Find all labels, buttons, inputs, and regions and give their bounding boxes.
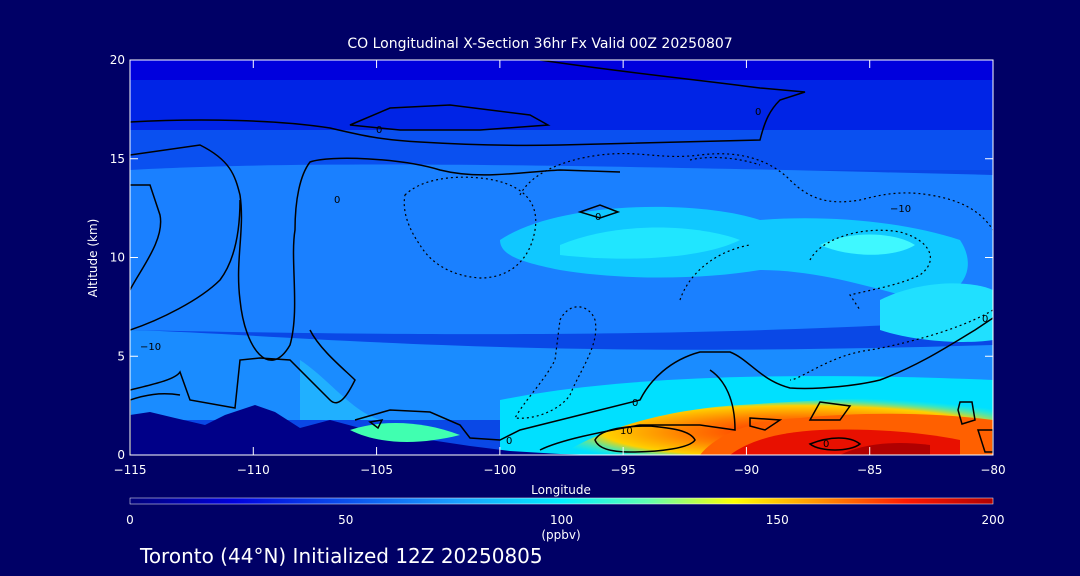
colorbar-tick-label: 0 xyxy=(126,513,134,527)
contour-label: 0 xyxy=(632,398,638,409)
footer-caption: Toronto (44°N) Initialized 12Z 20250805 xyxy=(140,544,543,568)
contour-label: −10 xyxy=(890,204,911,215)
y-tick-label: 15 xyxy=(110,152,125,166)
contour-label: 0 xyxy=(376,125,382,136)
contour-label: 0 xyxy=(755,107,761,118)
contour-label: −10 xyxy=(140,342,161,353)
y-tick-label: 20 xyxy=(110,53,125,67)
contour-labels: 0 0 −10 0 0 0 −10 0 10 0 0 xyxy=(140,107,988,450)
colorbar-tick-label: 100 xyxy=(550,513,573,527)
x-tick-label: −95 xyxy=(610,463,635,477)
x-axis-label: Longitude xyxy=(531,483,591,497)
x-tick-label: −80 xyxy=(980,463,1005,477)
y-tick-label: 10 xyxy=(110,251,125,265)
x-tick-label: −115 xyxy=(114,463,147,477)
y-axis-label: Altitude (km) xyxy=(86,218,100,298)
x-tick-label: −105 xyxy=(360,463,393,477)
contour-label: 0 xyxy=(595,212,601,223)
colorbar-tick-label: 200 xyxy=(982,513,1005,527)
x-tick-label: −110 xyxy=(237,463,270,477)
co-concentration-field: 0 0 −10 0 0 0 −10 0 10 0 0 xyxy=(130,60,993,455)
zero-contours xyxy=(130,60,993,455)
contour-label: 0 xyxy=(982,314,988,325)
colorbar xyxy=(129,497,994,505)
contour-label: 0 xyxy=(334,195,340,206)
colorbar-ticks: 0 50 100 150 200 xyxy=(126,513,1004,527)
contour-label: 0 xyxy=(506,436,512,447)
contour-label: 0 xyxy=(823,439,829,450)
y-tick-label: 0 xyxy=(117,448,125,462)
x-tick-label: −100 xyxy=(483,463,516,477)
x-tick-label: −90 xyxy=(734,463,759,477)
colorbar-tick-label: 50 xyxy=(338,513,353,527)
chart-title: CO Longitudinal X-Section 36hr Fx Valid … xyxy=(347,36,733,52)
x-tick-label: −85 xyxy=(857,463,882,477)
colorbar-tick-label: 150 xyxy=(766,513,789,527)
y-tick-label: 5 xyxy=(117,349,125,363)
colorbar-unit: (ppbv) xyxy=(541,528,581,542)
contour-label: 10 xyxy=(620,426,633,437)
negative-contours xyxy=(403,152,993,419)
